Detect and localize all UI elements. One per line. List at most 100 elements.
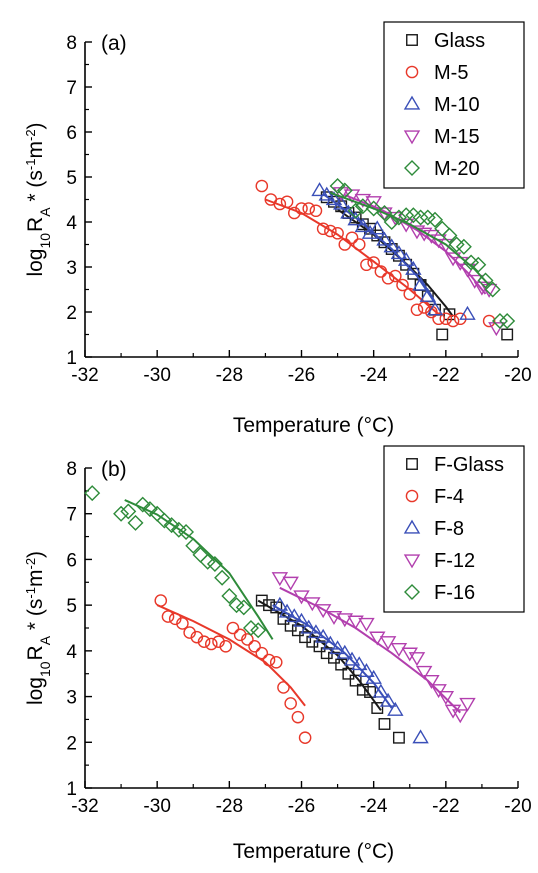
data-point: [206, 556, 223, 572]
data-point: [408, 225, 426, 240]
data-point: [379, 636, 397, 651]
data-point: [278, 603, 296, 618]
data-point: [425, 305, 438, 319]
panel-label: (a): [101, 32, 127, 55]
data-point: [423, 229, 440, 244]
data-point: [197, 635, 211, 649]
data-point: [477, 272, 494, 289]
data-point: [314, 604, 332, 619]
legend-label: F-12: [434, 550, 475, 572]
data-point: [185, 537, 202, 554]
x-tick-label: -26: [288, 796, 315, 817]
data-point: [430, 234, 447, 249]
legend-marker: [403, 130, 421, 145]
data-point: [324, 224, 337, 238]
data-point: [342, 667, 355, 680]
y-tick-label: 6: [66, 123, 77, 144]
data-point: [336, 613, 354, 628]
x-axis-title: Temperature (°C): [233, 414, 394, 437]
legend-marker: [403, 95, 421, 110]
data-point: [455, 238, 472, 255]
label-part: 10: [37, 661, 53, 677]
series-f-16: [84, 485, 274, 640]
data-point: [452, 709, 469, 724]
data-point: [338, 238, 352, 251]
data-point: [241, 633, 254, 646]
data-point: [349, 674, 362, 687]
data-point: [459, 305, 476, 320]
data-point: [286, 608, 303, 623]
label-part: °C): [364, 414, 395, 437]
panel-label: (b): [101, 458, 127, 481]
legend: F-Glass F-4 F-8 F-12 F-16: [383, 445, 525, 613]
legend-label: F-16: [434, 582, 475, 604]
data-point: [423, 674, 440, 689]
legend-marker: [404, 160, 420, 176]
data-point: [365, 200, 382, 217]
data-point: [372, 683, 390, 698]
data-point: [270, 601, 283, 614]
x-tick-label: -22: [432, 365, 459, 386]
legend-label: F-4: [434, 486, 464, 508]
data-point: [459, 697, 476, 712]
label-part: R: [24, 217, 47, 232]
data-point: [499, 313, 516, 329]
data-point: [356, 683, 369, 696]
y-tick-label: 4: [66, 642, 77, 663]
data-point: [307, 624, 325, 639]
legend-label: Glass: [434, 30, 485, 52]
data-point: [361, 224, 379, 239]
data-point: [168, 612, 182, 626]
data-point: [383, 238, 400, 253]
data-point: [365, 669, 382, 684]
legend-marker: [403, 554, 421, 569]
panel-a: -32 -30 -28 -26 -24 -22 -20 1 2 3 4 5 6 7 8 (a) Temperat…: [23, 21, 532, 437]
data-point: [226, 621, 240, 635]
data-point: [282, 576, 299, 591]
data-point: [255, 646, 269, 660]
data-point: [318, 186, 335, 201]
data-point: [250, 622, 267, 639]
x-tick-label: -28: [216, 796, 243, 817]
data-point: [376, 231, 393, 246]
x-tick-label: -30: [143, 365, 170, 386]
label-part: R: [24, 645, 47, 660]
data-point: [437, 690, 455, 705]
label-part: A: [37, 207, 53, 217]
y-tick-label: 5: [66, 596, 77, 617]
data-point: [262, 653, 276, 667]
data-point: [436, 328, 449, 341]
data-point: [183, 626, 196, 639]
data-point: [176, 617, 189, 630]
y-tick-label: 4: [66, 213, 77, 234]
data-point: [360, 258, 373, 272]
data-point: [417, 301, 431, 314]
legend: Glass M-5 M-10 M-15 M-20: [383, 21, 525, 189]
y-tick-label: 3: [66, 688, 77, 709]
data-point: [221, 588, 238, 604]
x-tick-label: -32: [71, 796, 98, 817]
label-part: log: [24, 677, 47, 705]
legend-label: M-10: [434, 94, 480, 116]
legend-label: F-8: [434, 518, 464, 540]
data-point: [376, 205, 393, 221]
data-point: [309, 204, 323, 218]
data-point: [367, 256, 380, 269]
y-tick-label: 7: [66, 505, 77, 526]
data-point: [291, 710, 305, 724]
data-point: [322, 635, 339, 650]
label-part: -2: [23, 558, 38, 570]
data-point: [204, 637, 218, 651]
data-point: [379, 692, 397, 707]
data-point: [358, 663, 375, 678]
x-tick-label: -24: [360, 365, 388, 386]
x-tick-label: -22: [432, 796, 459, 817]
data-point: [325, 191, 343, 206]
data-point: [397, 251, 415, 266]
data-point: [369, 631, 386, 646]
data-point: [298, 731, 312, 745]
data-point: [293, 612, 310, 627]
data-point: [304, 597, 321, 612]
legend-label: M-5: [434, 62, 468, 84]
